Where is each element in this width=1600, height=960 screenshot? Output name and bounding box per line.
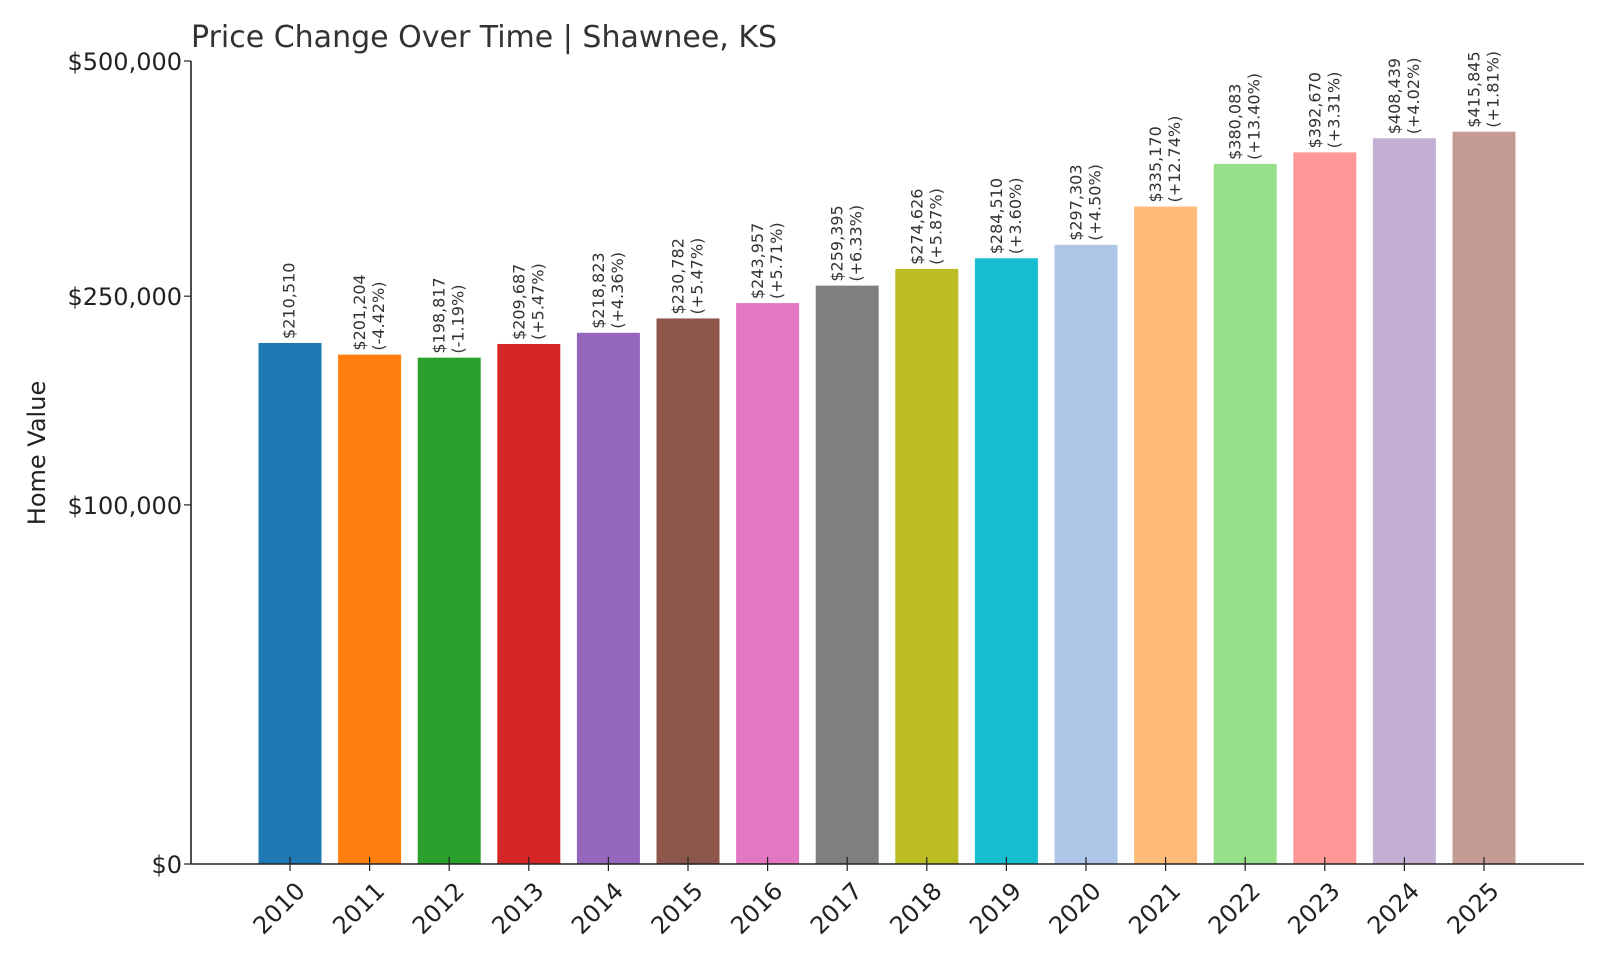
bar-2010 <box>258 342 322 865</box>
data-value-label: $392,670 <box>1305 72 1324 148</box>
bar-2016 <box>736 303 800 864</box>
data-value-label: $209,687 <box>509 264 528 340</box>
bar-2013 <box>497 343 561 864</box>
x-tick-label: 2020 <box>1044 877 1107 940</box>
data-value-label: $408,439 <box>1385 58 1404 134</box>
bar-2023 <box>1293 152 1357 865</box>
data-value-label: $230,782 <box>669 238 688 314</box>
x-tick-label: 2023 <box>1282 877 1345 940</box>
bar-2015 <box>656 318 720 864</box>
data-value-label: $274,626 <box>907 189 926 265</box>
x-tick-label: 2021 <box>1123 877 1186 940</box>
bars-group: $210,510 $201,204 (-4.42%) $198,817 (-1.19%)… <box>258 51 1516 865</box>
x-tick-label: 2024 <box>1362 877 1425 940</box>
y-axis-label: Home Value <box>23 381 51 525</box>
data-value-label: $380,083 <box>1226 84 1245 160</box>
chart-title: Price Change Over Time | Shawnee, KS <box>191 20 777 55</box>
data-value-label: $415,845 <box>1465 51 1484 127</box>
x-tick-label: 2019 <box>964 877 1027 940</box>
x-tick-label: 2010 <box>248 877 311 940</box>
x-tick-label: 2022 <box>1203 877 1266 940</box>
y-tick-label: $500,000 <box>67 48 182 76</box>
bar-2014 <box>576 332 640 864</box>
x-tick-label: 2014 <box>566 877 629 940</box>
data-change-label: (-1.19%) <box>449 285 468 354</box>
y-tick-label: $0 <box>151 851 182 879</box>
data-value-label: $284,510 <box>987 178 1006 254</box>
data-change-label: (+6.33%) <box>847 205 866 282</box>
x-tick-label: 2015 <box>646 877 709 940</box>
bar-2011 <box>338 354 402 864</box>
data-value-label: $218,823 <box>589 252 608 328</box>
data-change-label: (+5.47%) <box>528 263 547 340</box>
data-value-label: $210,510 <box>280 263 299 339</box>
data-change-label: (+5.87%) <box>926 188 945 265</box>
x-tick-label: 2013 <box>486 877 549 940</box>
data-value-label: $198,817 <box>430 277 449 353</box>
x-tick-label: 2017 <box>805 877 868 940</box>
x-tick-label: 2016 <box>725 877 788 940</box>
data-value-label: $297,303 <box>1067 164 1086 240</box>
x-tick-label: 2011 <box>327 877 390 940</box>
y-tick-label: $100,000 <box>67 492 182 520</box>
data-value-label: $201,204 <box>350 274 369 350</box>
bar-2018 <box>895 268 959 864</box>
data-change-label: (+12.74%) <box>1165 116 1184 203</box>
bar-2025 <box>1452 131 1516 865</box>
x-tick-label: 2012 <box>407 877 470 940</box>
bar-2020 <box>1054 244 1118 864</box>
x-tick-label: 2018 <box>884 877 947 940</box>
data-value-label: $335,170 <box>1146 126 1165 202</box>
data-change-label: (+3.60%) <box>1006 178 1025 255</box>
data-change-label: (+4.02%) <box>1404 58 1423 135</box>
data-change-label: (+3.31%) <box>1324 72 1343 149</box>
bar-2012 <box>417 357 481 864</box>
y-tick-label: $250,000 <box>67 283 182 311</box>
data-value-label: $259,395 <box>828 205 847 281</box>
bar-2021 <box>1134 206 1198 864</box>
data-change-label: (+5.47%) <box>688 238 707 315</box>
data-change-label: (-4.42%) <box>369 282 388 351</box>
data-change-label: (+4.50%) <box>1086 164 1105 241</box>
bar-2017 <box>815 285 879 864</box>
data-change-label: (+13.40%) <box>1245 73 1264 160</box>
data-change-label: (+4.36%) <box>608 252 627 329</box>
data-value-label: $243,957 <box>748 223 767 299</box>
bar-2019 <box>974 258 1038 865</box>
bar-2024 <box>1372 138 1436 864</box>
data-change-label: (+1.81%) <box>1484 51 1503 128</box>
x-tick-label: 2025 <box>1442 877 1505 940</box>
data-change-label: (+5.71%) <box>767 222 786 299</box>
bar-2022 <box>1213 163 1277 864</box>
